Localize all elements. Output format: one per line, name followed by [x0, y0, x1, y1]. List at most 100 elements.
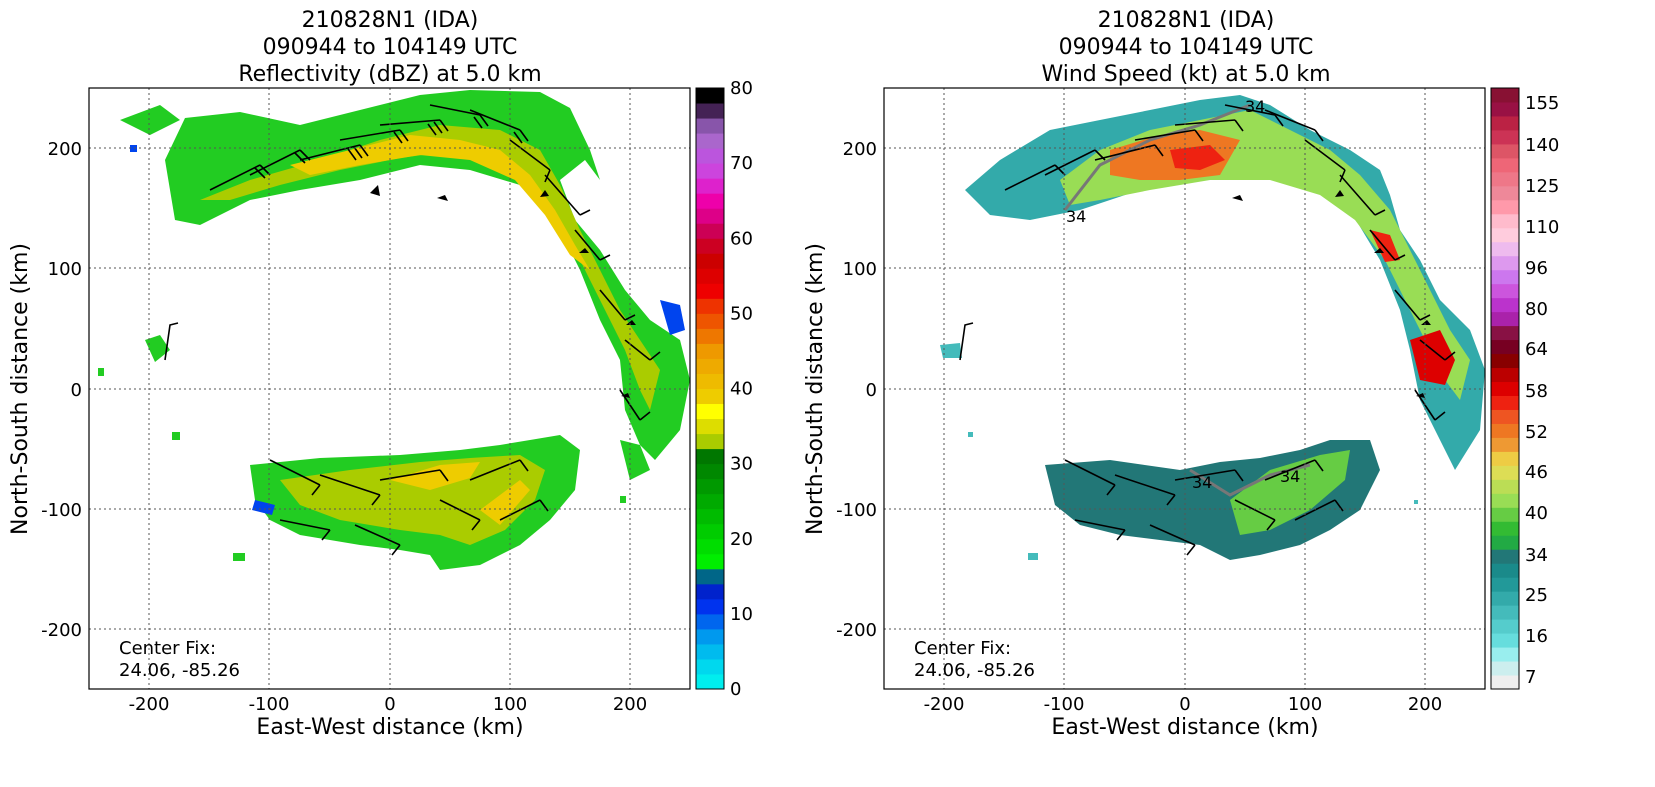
colorbar-segment — [696, 118, 724, 134]
colorbar-segment — [696, 88, 724, 104]
colorbar-segment — [696, 388, 724, 405]
contour-label: 34 — [1192, 473, 1212, 492]
panel-title-line-3: Reflectivity (dBZ) at 5.0 km — [238, 62, 541, 87]
colorbar-segment — [696, 583, 724, 600]
colorbar-segment — [1491, 88, 1519, 103]
colorbar-segment — [1491, 171, 1519, 187]
x-tick-label: 200 — [613, 694, 647, 715]
colorbar-segment — [696, 628, 724, 645]
colorbar-tick-label: 20 — [730, 529, 753, 550]
colorbar-segment — [696, 373, 724, 389]
x-tick-label: -200 — [924, 694, 965, 715]
colorbar-segment — [696, 598, 724, 615]
panel-title-line-2: 090944 to 104149 UTC — [263, 35, 518, 60]
colorbar-segment — [1491, 255, 1519, 271]
wind-barbs — [959, 104, 1456, 556]
colorbar-tick-label: 125 — [1525, 176, 1559, 197]
colorbar-segment — [696, 133, 724, 149]
colorbar-segment — [696, 523, 724, 540]
colorbar-segment — [696, 208, 724, 224]
y-tick-label: 0 — [71, 380, 82, 401]
reflectivity-colorbar: 0 10 20 30 40 50 60 70 80 — [695, 78, 753, 700]
colorbar-segment — [696, 268, 724, 284]
wind-speed-colorbar: 7 16 25 34 40 46 52 58 64 80 96 110 125 140 155 — [1490, 87, 1559, 690]
y-axis: 200 100 0 -100 -200 North-South distance… — [803, 139, 877, 641]
panel-title-line-1: 210828N1 (IDA) — [1098, 8, 1275, 33]
colorbar-segment — [696, 643, 724, 660]
center-fix-label: Center Fix: — [914, 638, 1011, 659]
colorbar-tick-label: 30 — [730, 454, 753, 475]
y-tick-label: 100 — [48, 259, 82, 280]
y-tick-label: 0 — [866, 380, 877, 401]
colorbar-segment — [696, 193, 724, 209]
reflectivity-panel: 210828N1 (IDA) 090944 to 104149 UTC Refl… — [8, 8, 753, 740]
colorbar-ticks: 0 10 20 30 40 50 60 70 80 — [730, 78, 753, 700]
colorbar-segment — [696, 148, 724, 164]
colorbar-frame — [1490, 87, 1520, 690]
colorbar-frame — [695, 87, 725, 690]
colorbar-segment — [1491, 115, 1519, 131]
colorbar-segment — [696, 448, 724, 465]
colorbar-segment — [1491, 409, 1519, 424]
colorbar-tick-label: 80 — [730, 78, 753, 99]
colorbar-segment — [1491, 633, 1519, 648]
colorbar-tick-label: 140 — [1525, 135, 1559, 156]
colorbar-segment — [1491, 157, 1519, 173]
plot-area — [89, 88, 690, 689]
colorbar-segment — [1491, 549, 1519, 564]
wind-speed-panel: 210828N1 (IDA) 090944 to 104149 UTC Wind… — [803, 8, 1559, 740]
colorbar-segment — [1491, 479, 1519, 494]
colorbar-segment — [1491, 185, 1519, 201]
x-axis: -200 -100 0 100 200 East-West distance (… — [924, 694, 1443, 740]
colorbar-tick-label: 40 — [730, 379, 753, 400]
colorbar-tick-label: 58 — [1525, 381, 1548, 402]
colorbar-segment — [1491, 129, 1519, 145]
colorbar-segment — [696, 418, 724, 435]
colorbar-tick-label: 7 — [1525, 667, 1536, 688]
colorbar-segment — [696, 433, 724, 450]
colorbar-segment — [1491, 423, 1519, 438]
colorbar-segment — [696, 463, 724, 480]
x-tick-label: 200 — [1408, 694, 1442, 715]
y-axis-label: North-South distance (km) — [8, 243, 33, 535]
colorbar-segment — [1491, 647, 1519, 662]
x-tick-label: 100 — [493, 694, 527, 715]
panel-title-line-2: 090944 to 104149 UTC — [1059, 35, 1314, 60]
colorbar-tick-label: 52 — [1525, 422, 1548, 443]
colorbar-tick-label: 10 — [730, 604, 753, 625]
colorbar-segment — [696, 298, 724, 314]
x-tick-label: 0 — [384, 694, 395, 715]
colorbar-tick-label: 25 — [1525, 585, 1548, 606]
x-tick-label: -100 — [249, 694, 290, 715]
colorbar-segment — [696, 313, 724, 329]
colorbar-segment — [696, 613, 724, 630]
colorbar-segment — [696, 103, 724, 119]
colorbar-segment — [696, 673, 724, 690]
colorbar-segment — [696, 478, 724, 495]
colorbar-tick-label: 155 — [1525, 93, 1559, 114]
colorbar-segment — [1491, 675, 1519, 690]
colorbar-segment — [696, 553, 724, 570]
panel-title-line-3: Wind Speed (kt) at 5.0 km — [1041, 62, 1330, 87]
colorbar-segment — [696, 403, 724, 420]
center-fix-label: Center Fix: — [119, 638, 216, 659]
wind-barbs — [164, 104, 661, 556]
plot-frame — [883, 87, 1486, 690]
colorbar-tick-label: 40 — [1525, 503, 1548, 524]
x-tick-label: 0 — [1179, 694, 1190, 715]
x-tick-label: -200 — [129, 694, 170, 715]
colorbar-segment — [1491, 381, 1519, 396]
colorbar-segment — [1491, 535, 1519, 550]
colorbar-tick-label: 34 — [1525, 545, 1548, 566]
colorbar-segment — [1491, 241, 1519, 257]
colorbar-segment — [696, 568, 724, 585]
colorbar-segment — [1491, 283, 1519, 299]
y-tick-label: 200 — [48, 139, 82, 160]
colorbar-tick-label: 60 — [730, 228, 753, 249]
grid-lines — [884, 88, 1485, 689]
x-tick-label: -100 — [1044, 694, 1085, 715]
colorbar-tick-label: 50 — [730, 303, 753, 324]
center-fix-value: 24.06, -85.26 — [119, 660, 240, 681]
colorbar-segment — [1491, 339, 1519, 355]
